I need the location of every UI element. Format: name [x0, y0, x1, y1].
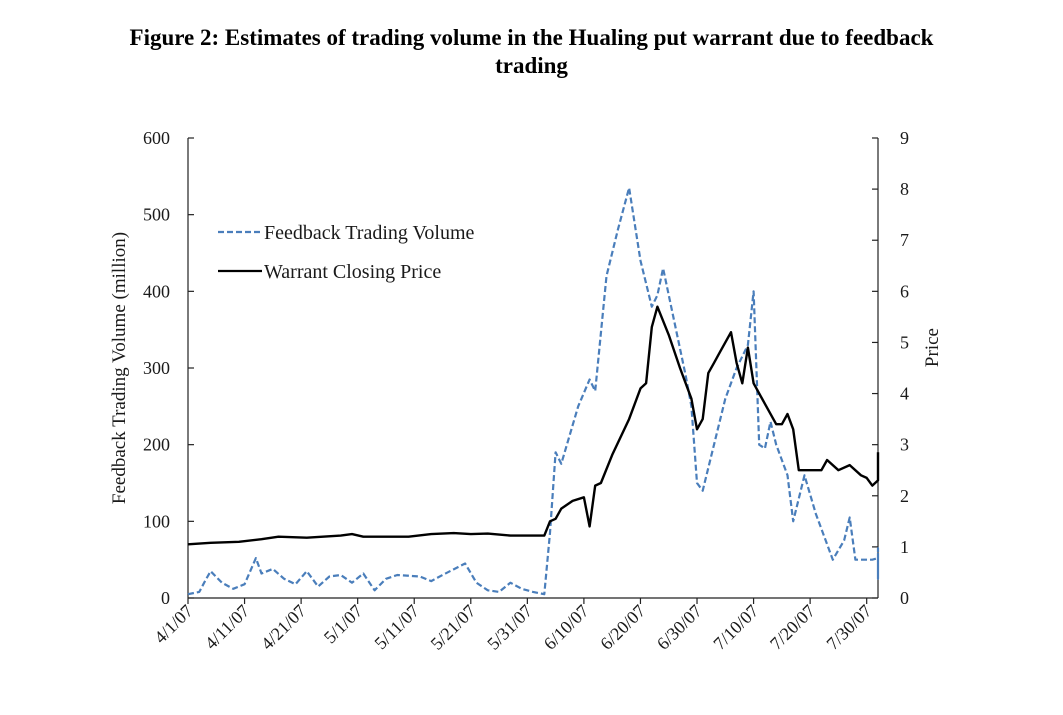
right-tick-label: 0 [900, 588, 909, 608]
x-tick-label: 6/20/07 [596, 601, 649, 654]
left-axis-title: Feedback Trading Volume (million) [109, 232, 130, 504]
right-tick-label: 9 [900, 128, 909, 148]
x-tick-label: 4/21/07 [257, 601, 310, 654]
right-tick-label: 3 [900, 435, 909, 455]
legend-label-1: Warrant Closing Price [264, 261, 441, 283]
x-tick-label: 7/10/07 [709, 601, 762, 654]
x-tick-label: 4/1/07 [150, 601, 197, 648]
left-tick-label: 400 [143, 281, 170, 301]
left-tick-label: 500 [143, 205, 170, 225]
right-axis-title: Price [922, 328, 943, 367]
x-tick-label: 7/20/07 [766, 601, 819, 654]
series-layer [187, 186, 880, 596]
x-tick-label: 4/11/07 [201, 601, 254, 654]
series-line-feedback-trading-volume [187, 186, 880, 596]
x-tick-label: 5/31/07 [483, 601, 536, 654]
right-tick-label: 6 [900, 281, 909, 301]
right-tick-label: 8 [900, 179, 909, 199]
x-tick-label: 7/30/07 [822, 601, 875, 654]
page-title: Figure 2: Estimates of trading volume in… [0, 24, 1063, 80]
left-tick-label: 300 [143, 358, 170, 378]
series-line-warrant-closing-price [187, 305, 880, 546]
right-tick-label: 7 [900, 230, 909, 250]
right-tick-label: 4 [900, 384, 909, 404]
x-tick-label: 5/1/07 [320, 601, 367, 648]
x-tick-label: 6/30/07 [653, 601, 706, 654]
title-line-2: trading [495, 53, 568, 78]
right-tick-label: 2 [900, 486, 909, 506]
right-tick-label: 1 [900, 537, 909, 557]
legend: Feedback Trading Volume Warrant Closing P… [218, 222, 474, 283]
legend-label-0: Feedback Trading Volume [264, 222, 474, 244]
left-tick-label: 600 [143, 128, 170, 148]
axes: 0 100 200 300 400 500 600 0 1 2 3 4 5 6 7 8 9 4/1/07 4/11/… [109, 128, 943, 654]
left-tick-label: 200 [143, 435, 170, 455]
left-tick-label: 0 [161, 588, 170, 608]
left-tick-label: 100 [143, 511, 170, 531]
x-tick-label: 5/11/07 [370, 601, 423, 654]
title-line-1: Figure 2: Estimates of trading volume in… [129, 25, 934, 50]
x-tick-label: 6/10/07 [540, 601, 593, 654]
right-tick-label: 5 [900, 332, 909, 352]
x-tick-label: 5/21/07 [427, 601, 480, 654]
